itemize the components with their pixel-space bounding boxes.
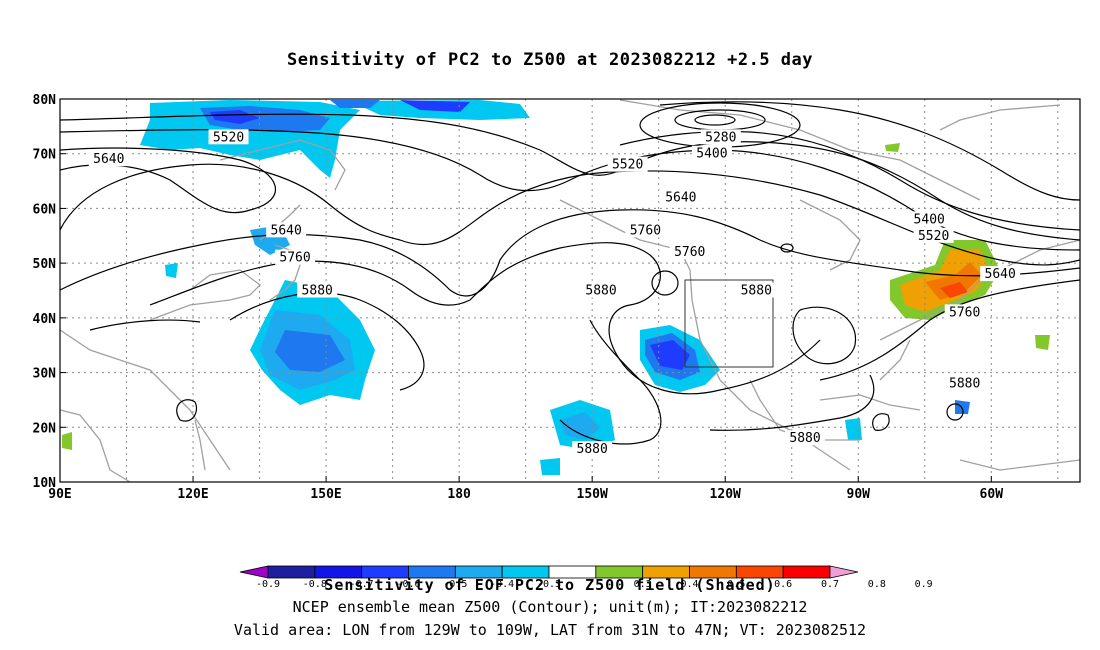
contour-label: 5280: [700, 129, 741, 145]
x-tick-label: 120W: [710, 487, 741, 502]
svg-text:5640: 5640: [985, 267, 1016, 282]
caption-valid-area: Valid area: LON from 129W to 109W, LAT f…: [233, 621, 867, 639]
svg-text:5640: 5640: [93, 152, 124, 167]
gridlines: [60, 99, 1080, 482]
caption-contour: NCEP ensemble mean Z500 (Contour); unit(…: [292, 598, 808, 616]
y-tick-label: 50N: [33, 257, 57, 272]
x-axis: 90E 120E 150E 180 150W 120W 90W 60W: [48, 476, 1003, 502]
y-tick-label: 40N: [33, 312, 57, 327]
contour-label: 5880: [572, 441, 613, 457]
legend-tick-label: 0.7: [821, 579, 839, 590]
y-tick-label: 10N: [33, 476, 57, 491]
contour-labels: 5520 5640 5280 5400 5520 5640 5760 5640 5760 5880…: [88, 129, 1021, 457]
contour-label: 5760: [275, 249, 316, 266]
svg-text:5400: 5400: [914, 212, 945, 227]
legend-tick-label: 0.6: [774, 579, 792, 590]
contour-label: 5880: [297, 282, 338, 299]
svg-text:5520: 5520: [612, 158, 643, 173]
x-tick-label: 60W: [980, 487, 1004, 502]
contour-label: 5640: [266, 222, 307, 238]
legend-tick-label: -0.9: [256, 579, 280, 590]
color-legend: -0.9 -0.8 -0.7 -0.6 -0.5 -0.4 -0.3 0.3 0.4 0.5 0.6…: [239, 565, 933, 590]
legend-tick-label: -0.3: [537, 579, 561, 590]
legend-tick-label: 0.4: [680, 579, 698, 590]
svg-text:5880: 5880: [949, 377, 980, 392]
y-tick-label: 80N: [33, 93, 57, 108]
contour-label: 5880: [944, 375, 985, 392]
contour-label: 5520: [607, 156, 648, 173]
contour-label: 5520: [913, 227, 954, 244]
figure-title: Sensitivity of PC2 to Z500 at 2023082212…: [286, 50, 813, 70]
svg-text:5880: 5880: [302, 284, 333, 299]
svg-text:5640: 5640: [665, 190, 696, 205]
contour-label: 5520: [208, 129, 249, 145]
valid-area-box: [684, 279, 774, 368]
legend-tick-label: -0.8: [303, 579, 327, 590]
legend-tick-label: -0.7: [350, 579, 374, 590]
y-axis: 80N 70N 60N 50N 40N 30N 20N 10N: [33, 93, 66, 491]
contour-label: 5640: [88, 151, 129, 167]
contour-label: 5400: [909, 211, 950, 227]
svg-text:5640: 5640: [271, 223, 302, 238]
svg-text:5880: 5880: [577, 442, 608, 457]
svg-text:5280: 5280: [705, 130, 736, 145]
legend-tick-label: 0.8: [868, 579, 886, 590]
svg-text:5520: 5520: [918, 229, 949, 244]
legend-tick-label: -0.4: [490, 579, 514, 590]
contour-label: 5400: [691, 145, 732, 162]
plot-frame: [59, 98, 1081, 483]
svg-text:5520: 5520: [213, 130, 244, 145]
svg-text:5880: 5880: [741, 284, 772, 299]
x-tick-label: 90E: [48, 487, 71, 502]
contour-label: 5760: [944, 304, 985, 320]
svg-text:5760: 5760: [949, 305, 980, 320]
shading-positive: [62, 143, 1050, 450]
svg-text:5400: 5400: [696, 147, 727, 162]
contour-label: 5640: [660, 189, 701, 205]
y-tick-label: 70N: [33, 148, 57, 163]
legend-tick-label: 0.9: [915, 579, 933, 590]
x-tick-label: 120E: [177, 487, 208, 502]
contour-label: 5640: [980, 266, 1021, 282]
y-tick-label: 20N: [33, 421, 57, 436]
contour-label: 5760: [669, 244, 710, 260]
legend-tick-label: 0.3: [634, 579, 652, 590]
legend-swatch: [829, 565, 859, 579]
caption-shaded: Sensitivity of EOF PC2 to Z500 field (Sh…: [324, 576, 776, 594]
svg-text:5880: 5880: [585, 284, 616, 299]
contour-label: 5880: [785, 430, 826, 446]
svg-text:5760: 5760: [279, 251, 310, 266]
contour-label: 5880: [736, 282, 777, 299]
legend-tick-label: 0.5: [727, 579, 745, 590]
shading-negative: [140, 100, 970, 475]
y-tick-label: 30N: [33, 367, 57, 382]
contour-label: 5760: [625, 222, 666, 238]
legend-tick-label: -0.6: [396, 579, 420, 590]
x-tick-label: 150E: [310, 487, 341, 502]
legend-tick-label: -0.5: [443, 579, 467, 590]
x-tick-label: 180: [447, 487, 471, 502]
svg-text:5760: 5760: [630, 223, 661, 238]
x-tick-label: 150W: [577, 487, 608, 502]
svg-text:5760: 5760: [674, 245, 705, 260]
x-tick-label: 90W: [847, 487, 871, 502]
y-tick-label: 60N: [33, 202, 57, 217]
contour-label: 5880: [581, 282, 622, 299]
svg-text:5880: 5880: [789, 431, 820, 446]
